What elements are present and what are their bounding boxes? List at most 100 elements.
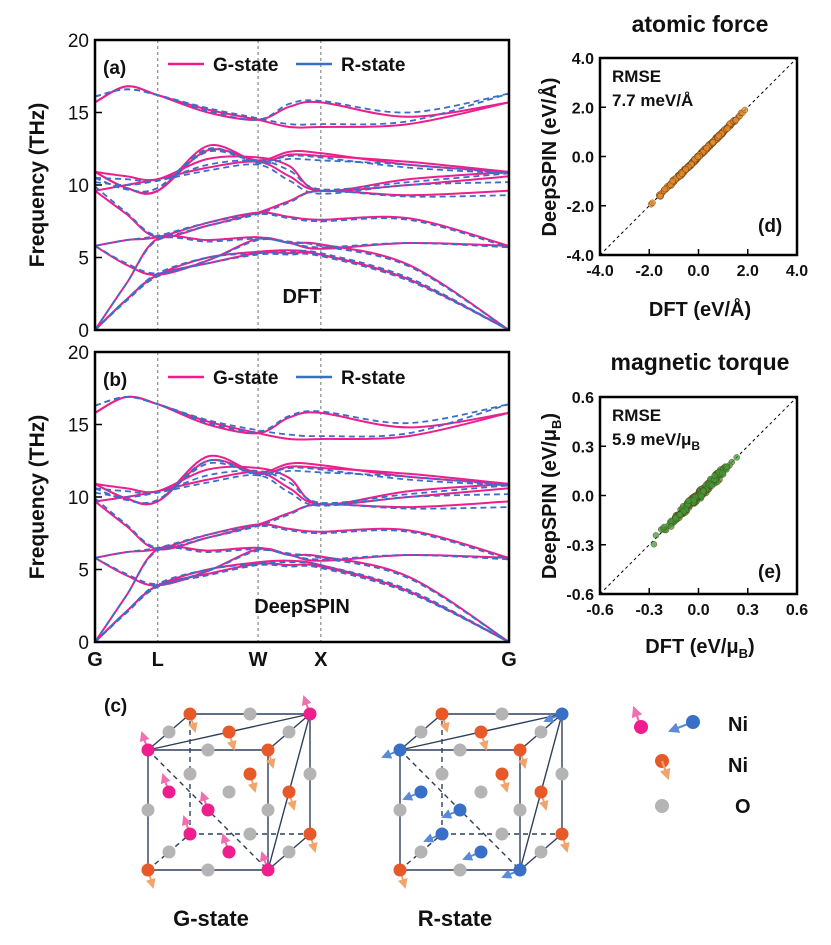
x-tick-label: 0.3 [737, 602, 759, 619]
ni-atom-orange [282, 785, 296, 799]
scatter-point [715, 132, 723, 140]
legend-oxygen-atom [655, 799, 669, 813]
scatter-point [678, 170, 686, 178]
band-structure-deepspin-panel: 0 5 10 15 20 (b) DeepSPIN G-state R-state Fr… [26, 343, 517, 671]
y-tick-label: 0.0 [572, 489, 594, 506]
ni-atom-pink [201, 803, 215, 817]
oxygen-atom [513, 803, 527, 817]
band-structure-dft-panel: 0 5 10 15 20 (a) DFT G-state R-state Frequen… [26, 31, 511, 342]
panel-e-label: (e) [758, 562, 781, 583]
ni-atom-blue [414, 785, 428, 799]
y-tick-label: 0 [78, 633, 89, 654]
panel-b-label: (b) [103, 370, 127, 391]
r-state-band-line [95, 185, 509, 238]
scatter-point [667, 523, 675, 530]
legend-r-state-label: R-state [341, 55, 405, 76]
oxygen-atom [534, 725, 548, 739]
scatter-point [741, 106, 749, 114]
scatter-point [660, 523, 668, 531]
oxygen-atom [162, 845, 176, 859]
panel-e-metric-value: 5.9 meV/μB [612, 430, 700, 453]
scatter-point [676, 511, 684, 518]
scatter-point [719, 469, 726, 477]
ni-atom-orange [513, 743, 527, 757]
g-state-caption: G-state [173, 906, 249, 931]
ni-atom-orange [393, 863, 407, 877]
scatter-point [703, 144, 710, 152]
y-tick-label: 15 [68, 416, 89, 437]
g-state-band-line [95, 189, 509, 239]
y-tick-label: 4.0 [572, 51, 594, 68]
oxygen-atom [453, 863, 467, 877]
oxygen-atom [282, 845, 296, 859]
kpoint-label-x: X [314, 649, 328, 671]
panel-d-ylabel: DeepSPIN (eV/Å) [537, 78, 561, 237]
band-lines [95, 85, 509, 330]
ni-atom-blue [474, 845, 488, 859]
r-state-band-line [95, 396, 509, 433]
ni-atom-pink [261, 863, 275, 877]
legend-oxygen-label: O [735, 796, 751, 818]
x-tick-label: -0.6 [586, 602, 614, 619]
oxygen-atom [393, 803, 407, 817]
g-state-band-line [95, 85, 509, 129]
y-tick-label: 0 [78, 321, 89, 342]
y-tick-label: 10 [68, 176, 89, 197]
scatter-point [650, 541, 658, 548]
g-state-band-line [95, 465, 509, 506]
scatter-point [652, 532, 660, 539]
g-state-band-line [95, 249, 509, 330]
ni-atom-orange [183, 707, 197, 721]
scatter-point [690, 496, 698, 504]
atomic-force-parity-panel: atomic force -4.0 -2.0 0.0 2.0 4.0 -4.0 -2.0 0.… [537, 11, 808, 321]
y-tick-label: -0.6 [566, 587, 594, 604]
ni-atom-blue [393, 743, 407, 757]
oxygen-atom [201, 743, 215, 757]
scatter-point [708, 482, 716, 489]
oxygen-atom [414, 725, 428, 739]
y-tick-label: 5 [78, 561, 89, 582]
oxygen-atom [222, 785, 236, 799]
x-tick-label: -2.0 [635, 263, 663, 280]
scatter-point [723, 463, 730, 471]
y-tick-label: 5 [78, 249, 89, 270]
x-tick-label: 0.0 [687, 602, 709, 619]
ni-atom-blue [555, 707, 569, 721]
panel-d-label: (d) [758, 216, 782, 237]
g-state-band-line [95, 85, 509, 121]
panel-b-ylabel: Frequency (THz) [26, 415, 49, 580]
oxygen-atom [183, 767, 197, 781]
ni-atom-pink [303, 707, 317, 721]
r-state-band-line [95, 546, 509, 642]
scatter-points [650, 454, 740, 548]
r-state-band-line [95, 459, 509, 505]
crystal-structure-panel: (c) G-state R-state Ni Ni O [104, 695, 751, 931]
oxygen-atom [474, 785, 488, 799]
x-tick-label: 0.0 [687, 263, 709, 280]
r-state-band-line [95, 236, 509, 330]
y-tick-label: 0.6 [572, 390, 594, 407]
y-tick-label: 0.3 [572, 439, 594, 456]
r-state-band-line [95, 474, 509, 507]
panel-e-metric-label: RMSE [612, 406, 661, 425]
r-state-band-line [95, 497, 509, 550]
scatter-point [724, 125, 731, 132]
scatter-point [694, 153, 702, 161]
y-tick-label: 0.0 [572, 150, 594, 167]
ni-atom-orange [141, 863, 155, 877]
x-tick-label: -4.0 [586, 263, 614, 280]
ni-atom-orange [534, 785, 548, 799]
panel-a-label: (a) [103, 58, 126, 79]
r-state-band-line [95, 88, 509, 126]
g-state-cube [139, 695, 318, 889]
y-tick-label: 2.0 [572, 100, 594, 117]
panel-d-xlabel: DFT (eV/Å) [649, 297, 751, 321]
panel-d-plot-area: -4.0 -2.0 0.0 2.0 4.0 -4.0 -2.0 0.0 2.0 4.0 [566, 51, 808, 280]
legend-blue-ni-atom [686, 715, 700, 729]
oxygen-atom [495, 707, 509, 721]
ni-atom-orange [474, 725, 488, 739]
oxygen-atom [243, 707, 257, 721]
y-tick-label: 20 [68, 31, 89, 52]
r-state-band-line [95, 396, 509, 438]
